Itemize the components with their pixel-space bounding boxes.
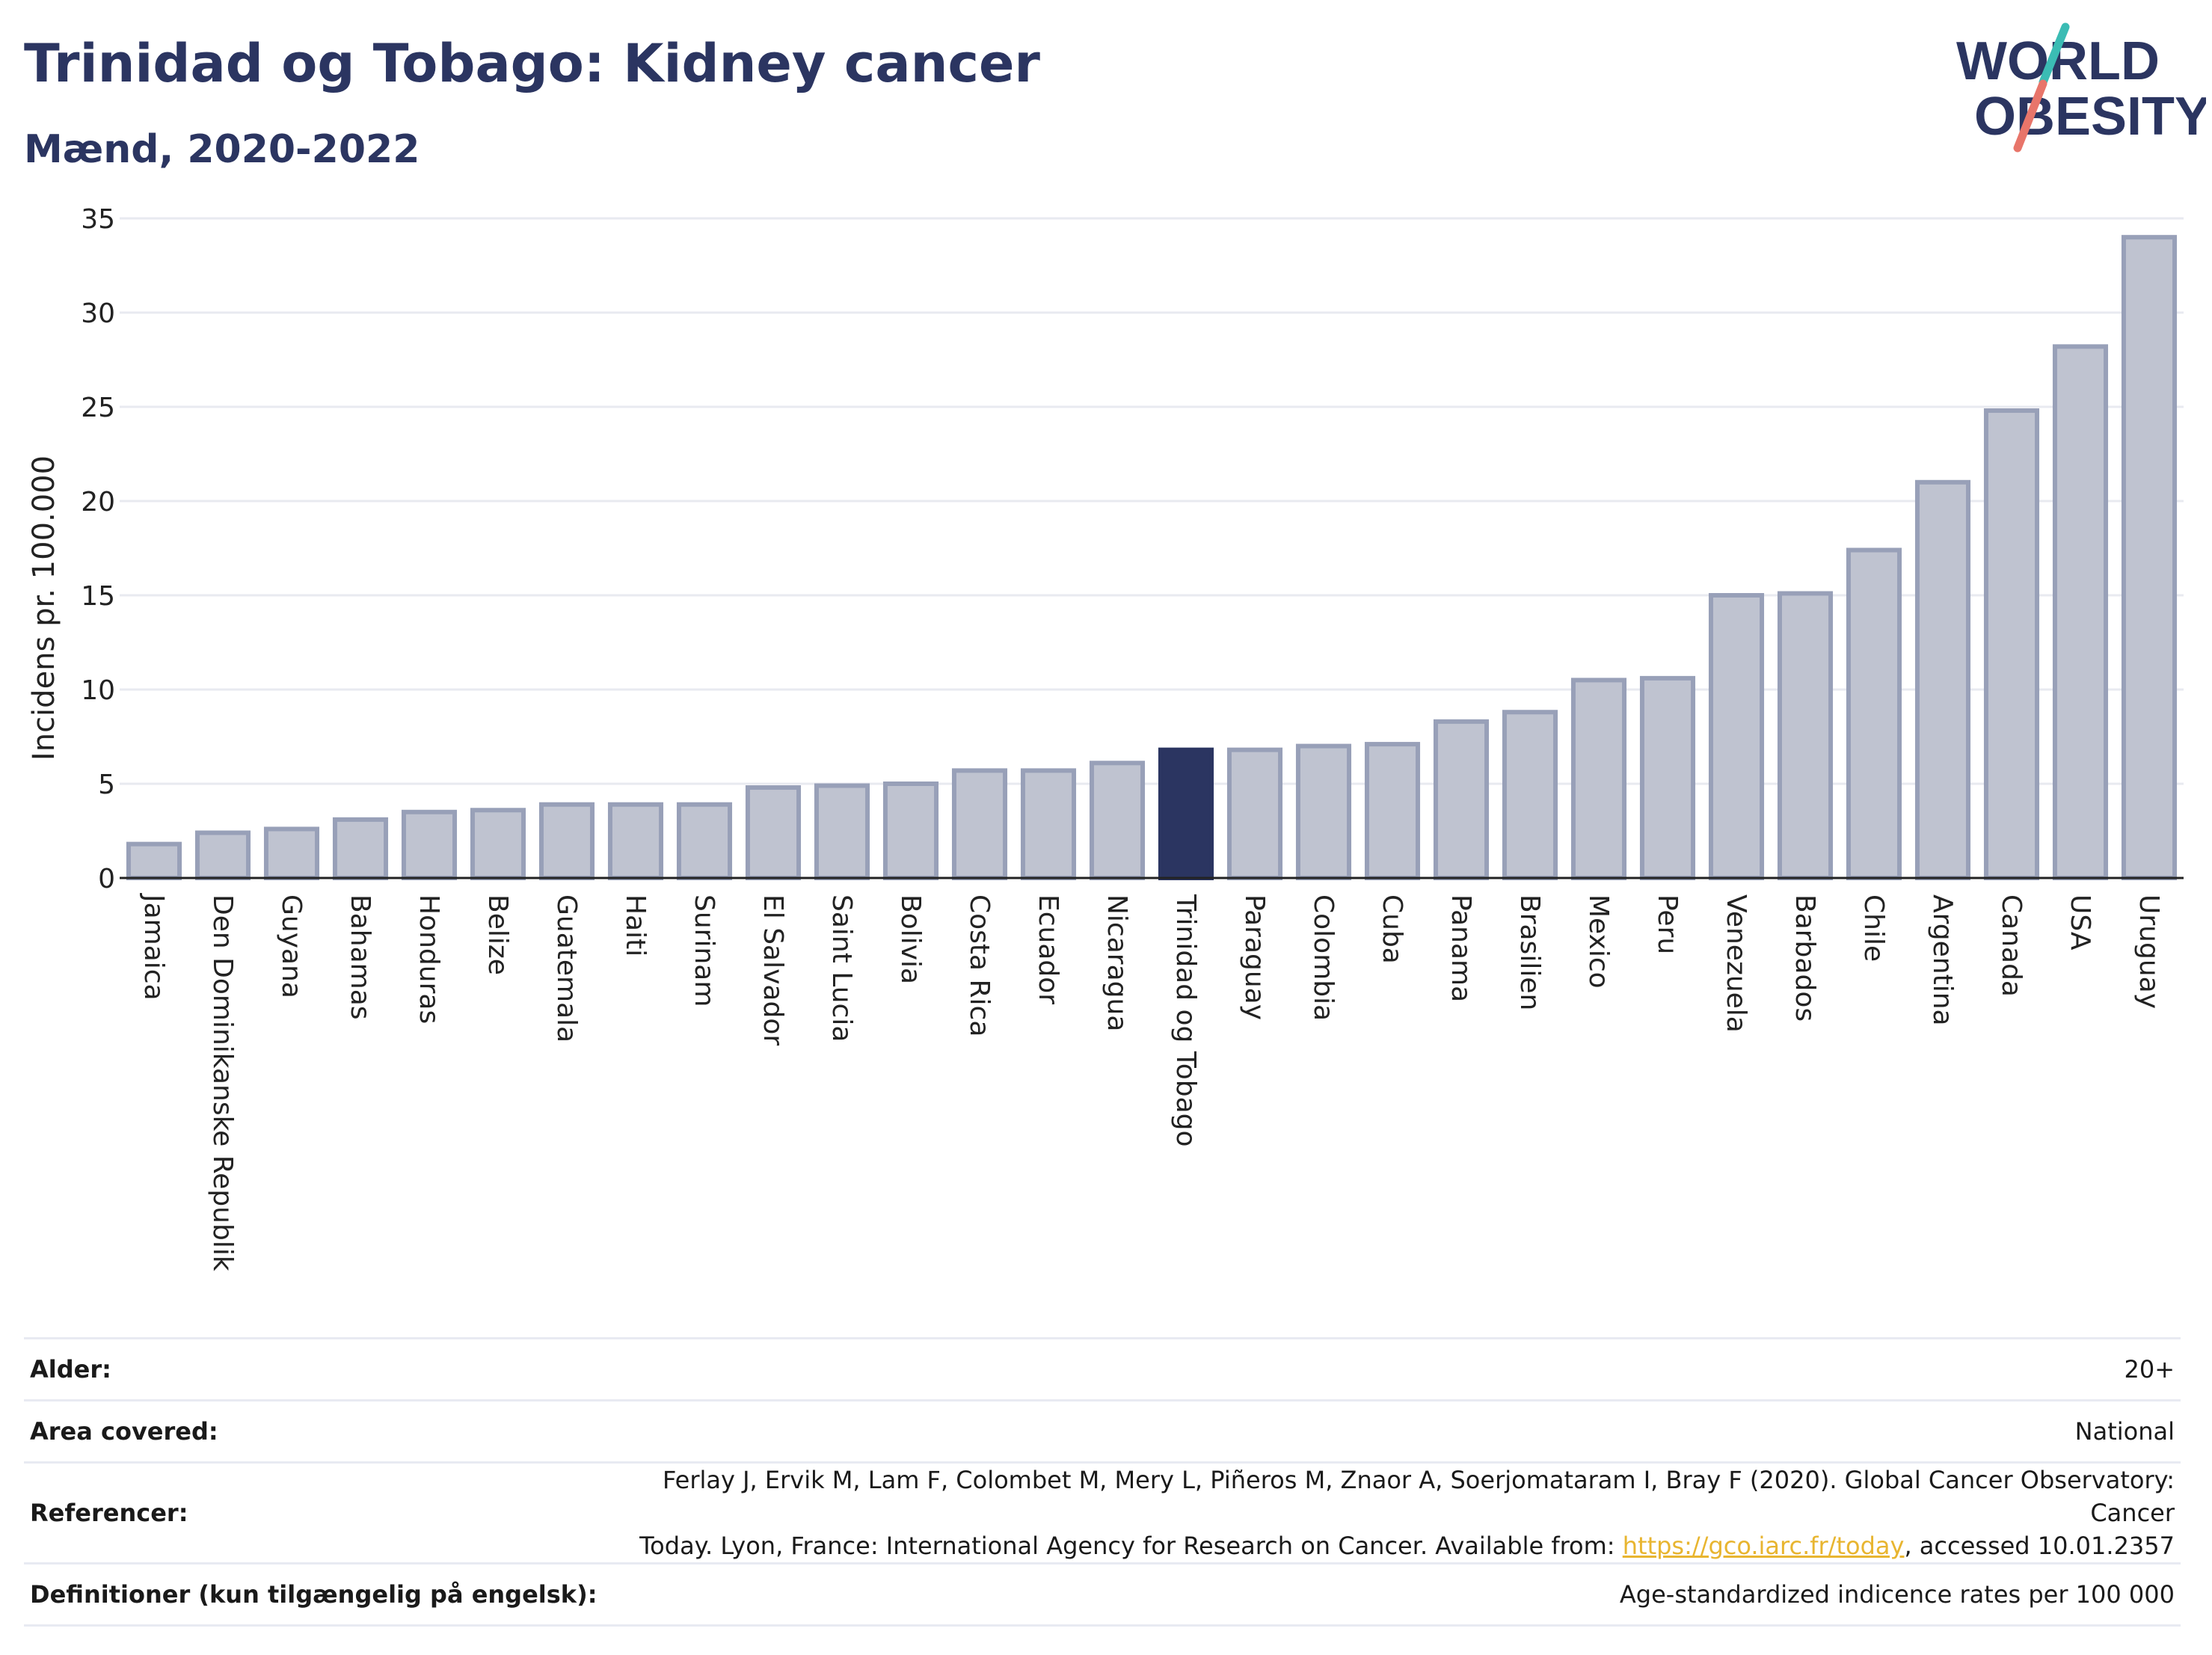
bar xyxy=(951,768,1008,880)
bar xyxy=(676,802,733,880)
bar xyxy=(745,785,802,881)
x-tick-label: Argentina xyxy=(1927,894,1958,1026)
y-tick-label: 5 xyxy=(98,770,115,800)
info-table: Alder: 20+ Area covered: National Refere… xyxy=(24,1337,2181,1627)
info-key-age: Alder: xyxy=(24,1337,603,1401)
x-tick-label: Barbados xyxy=(1789,894,1820,1022)
reference-line2-post: , accessed 10.01.2357 xyxy=(1904,1532,2175,1560)
x-tick-label: Belize xyxy=(482,894,513,975)
logo-line2: OBESITY xyxy=(1974,87,2206,147)
bar xyxy=(1639,675,1696,880)
world-obesity-logo: WORLD OBESITY xyxy=(1956,22,2206,153)
x-tick-label: Bolivia xyxy=(895,894,926,984)
bar xyxy=(1364,742,1421,881)
x-tick-label: Bahamas xyxy=(345,894,375,1020)
chart-title: Trinidad og Tobago: Kidney cancer xyxy=(24,33,1040,94)
bar xyxy=(1295,743,1352,880)
x-tick-label: Canada xyxy=(1996,894,2027,997)
bar xyxy=(332,817,389,881)
x-tick-label: El Salvador xyxy=(758,894,788,1045)
bar xyxy=(1983,408,2040,880)
bar xyxy=(263,826,320,880)
x-tick-label: Jamaica xyxy=(138,893,169,1001)
bar xyxy=(194,830,251,881)
bar xyxy=(470,808,526,881)
bar xyxy=(2052,344,2109,880)
bar xyxy=(1708,593,1765,880)
x-tick-label: Cuba xyxy=(1377,894,1407,964)
bar xyxy=(1570,678,1627,881)
bar xyxy=(538,802,595,880)
bar xyxy=(607,802,664,880)
info-value-references: Ferlay J, Ervik M, Lam F, Colombet M, Me… xyxy=(603,1461,2181,1564)
x-tick-label: Colombia xyxy=(1308,894,1339,1021)
bar xyxy=(1020,768,1077,880)
x-tick-label: Trinidad og Tobago xyxy=(1170,894,1201,1147)
y-tick-label: 0 xyxy=(98,864,115,894)
x-tick-label: Paraguay xyxy=(1239,894,1270,1020)
y-axis-label: Incidens pr. 100.000 xyxy=(27,455,61,761)
logo-slash-coral xyxy=(2013,79,2047,153)
x-tick-label: Venezuela xyxy=(1721,894,1751,1033)
y-tick-label: 30 xyxy=(81,298,115,329)
info-value-definitions: Age-standardized indicence rates per 100… xyxy=(603,1562,2181,1627)
info-row-references: Referencer: Ferlay J, Ervik M, Lam F, Co… xyxy=(24,1461,2181,1564)
bar xyxy=(1777,591,1834,880)
x-tick-label: Ecuador xyxy=(1033,894,1063,1004)
reference-link[interactable]: https://gco.iarc.fr/today xyxy=(1622,1532,1905,1560)
x-tick-label: Nicaragua xyxy=(1102,894,1132,1031)
info-value-area: National xyxy=(603,1399,2181,1463)
x-tick-label: Den Dominikanske Republik xyxy=(207,894,238,1271)
info-key-references: Referencer: xyxy=(24,1461,603,1564)
bar xyxy=(126,841,182,881)
y-tick-label: 15 xyxy=(81,581,115,612)
y-tick-label: 25 xyxy=(81,393,115,423)
y-tick-label: 10 xyxy=(81,675,115,706)
info-key-definitions: Definitioner (kun tilgængelig på engelsk… xyxy=(24,1562,603,1627)
y-tick-label: 35 xyxy=(81,204,115,235)
x-tick-label: Chile xyxy=(1858,894,1889,962)
x-tick-label: Peru xyxy=(1652,894,1683,954)
chart-subtitle: Mænd, 2020-2022 xyxy=(24,127,420,172)
x-tick-label: Panama xyxy=(1446,894,1476,1002)
x-tick-label: Costa Rica xyxy=(964,894,995,1037)
x-tick-label: Mexico xyxy=(1583,894,1614,989)
bar-chart: 0 5 10 15 20 25 30 35 Incidens pr. 100.000 Jamaic… xyxy=(27,204,2184,1271)
bar xyxy=(1433,719,1490,881)
reference-line1: Ferlay J, Ervik M, Lam F, Colombet M, Me… xyxy=(663,1466,2175,1527)
x-tick-label: Surinam xyxy=(689,894,719,1007)
bar xyxy=(1089,761,1146,881)
info-row-age: Alder: 20+ xyxy=(24,1337,2181,1401)
bar xyxy=(1846,547,1902,881)
info-row-area: Area covered: National xyxy=(24,1399,2181,1463)
bar xyxy=(882,782,939,880)
y-tick-label: 20 xyxy=(81,487,115,518)
bar xyxy=(814,783,870,881)
x-tick-label: USA xyxy=(2065,894,2095,951)
bar xyxy=(1158,747,1214,881)
x-tick-label: Guyana xyxy=(276,894,307,998)
x-tick-label: Uruguay xyxy=(2133,894,2164,1009)
logo-slash-teal xyxy=(2039,22,2070,87)
x-tick-label: Saint Lucia xyxy=(826,894,857,1042)
reference-line2-pre: Today. Lyon, France: International Agenc… xyxy=(639,1532,1623,1560)
bar xyxy=(1914,479,1971,880)
bar xyxy=(2121,235,2178,880)
info-value-age: 20+ xyxy=(603,1337,2181,1401)
info-key-area: Area covered: xyxy=(24,1399,603,1463)
x-tick-label: Honduras xyxy=(414,894,444,1024)
bar xyxy=(401,809,458,881)
bar xyxy=(1502,710,1558,880)
x-tick-label: Brasilien xyxy=(1514,894,1545,1010)
bar xyxy=(1226,747,1283,881)
x-tick-label: Guatemala xyxy=(551,894,582,1043)
x-tick-label: Haiti xyxy=(620,894,651,957)
info-row-definitions: Definitioner (kun tilgængelig på engelsk… xyxy=(24,1562,2181,1627)
